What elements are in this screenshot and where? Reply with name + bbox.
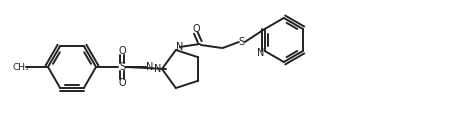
Text: S: S xyxy=(238,37,244,47)
Text: S: S xyxy=(119,62,125,72)
Text: N: N xyxy=(146,62,153,72)
Text: CH₃: CH₃ xyxy=(13,62,29,72)
Text: N: N xyxy=(154,64,161,74)
Text: N: N xyxy=(257,48,264,58)
Text: N: N xyxy=(176,42,183,52)
Text: O: O xyxy=(192,24,199,34)
Text: O: O xyxy=(118,78,126,88)
Text: O: O xyxy=(118,46,126,56)
